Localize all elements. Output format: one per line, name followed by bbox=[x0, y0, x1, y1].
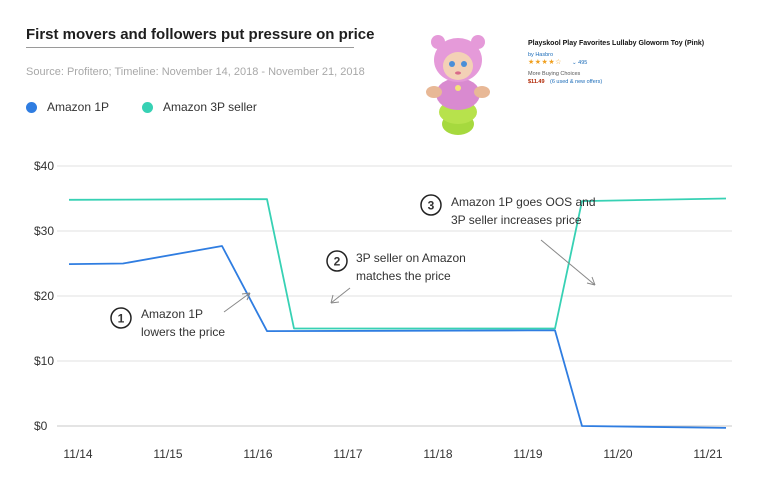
annotation-3-arrow bbox=[540, 239, 596, 286]
annotation-2-number: 2 bbox=[334, 255, 341, 269]
legend-swatch-amazon-3p bbox=[142, 101, 153, 113]
annotation-2: 2 3P seller on Amazon matches the price bbox=[326, 250, 466, 304]
legend-label-amazon-1p: Amazon 1P bbox=[47, 100, 110, 114]
legend-swatch-amazon-1p bbox=[26, 101, 37, 113]
annotation-1-arrowhead bbox=[241, 292, 251, 301]
product-brand-link[interactable]: by Hasbro bbox=[528, 52, 554, 58]
y-tick-label: $10 bbox=[34, 354, 54, 368]
series-line-amazon-3p bbox=[68, 197, 727, 330]
annotation-1: 1 Amazon 1P lowers the price bbox=[110, 292, 251, 339]
annotation-3-marker bbox=[420, 194, 442, 216]
x-tick-label: 11/14 bbox=[63, 447, 92, 461]
review-count-link[interactable]: ⌄ 495 bbox=[572, 60, 588, 66]
more-buying-choices: More Buying Choices bbox=[528, 71, 581, 77]
series-line-amazon-1p bbox=[68, 245, 727, 429]
x-tick-label: 11/17 bbox=[333, 447, 362, 461]
annotation-3-line-2: 3P seller increases price bbox=[451, 213, 582, 227]
y-axis-ticks: $40 $30 $20 $10 $0 bbox=[34, 159, 54, 433]
rating-stars-icon: ★★★★☆ bbox=[528, 59, 562, 66]
x-tick-label: 11/18 bbox=[423, 447, 452, 461]
annotation-2-line-1: 3P seller on Amazon bbox=[356, 251, 466, 265]
legend-item-amazon-1p: Amazon 1P bbox=[26, 100, 109, 114]
annotation-2-arrowhead bbox=[330, 294, 340, 304]
chart-source: Source: Profitero; Timeline: November 14… bbox=[26, 66, 365, 78]
y-tick-label: $30 bbox=[34, 224, 54, 238]
product-title[interactable]: Playskool Play Favorites Lullaby Gloworm… bbox=[528, 40, 705, 47]
annotation-2-line-2: matches the price bbox=[356, 269, 451, 283]
x-tick-label: 11/16 bbox=[243, 447, 272, 461]
product-card: Playskool Play Favorites Lullaby Gloworm… bbox=[408, 32, 748, 142]
y-tick-label: $0 bbox=[34, 419, 48, 433]
x-axis-ticks: 11/14 11/15 11/16 11/17 11/18 11/19 11/2… bbox=[63, 447, 722, 461]
title-underline bbox=[26, 47, 354, 48]
annotation-3-number: 3 bbox=[428, 199, 435, 213]
annotation-1-number: 1 bbox=[118, 312, 125, 326]
y-tick-label: $20 bbox=[34, 289, 54, 303]
x-tick-label: 11/19 bbox=[513, 447, 542, 461]
x-tick-label: 11/21 bbox=[693, 447, 722, 461]
annotation-1-line-1: Amazon 1P bbox=[141, 307, 203, 321]
annotation-1-marker bbox=[110, 307, 132, 329]
annotation-3-line-1: Amazon 1P goes OOS and bbox=[451, 195, 596, 209]
annotation-1-line-2: lowers the price bbox=[141, 325, 225, 339]
grid-lines bbox=[57, 165, 732, 427]
product-price: $11.49 bbox=[528, 79, 545, 85]
legend-label-amazon-3p: Amazon 3P seller bbox=[163, 100, 257, 114]
x-tick-label: 11/20 bbox=[603, 447, 632, 461]
legend-item-amazon-3p: Amazon 3P seller bbox=[142, 100, 257, 114]
chart-title: First movers and followers put pressure … bbox=[26, 26, 375, 43]
y-tick-label: $40 bbox=[34, 159, 54, 173]
series-layer bbox=[68, 197, 727, 429]
annotation-2-marker bbox=[326, 250, 348, 272]
offers-link[interactable]: (6 used & new offers) bbox=[550, 79, 603, 85]
annotation-3: 3 Amazon 1P goes OOS and 3P seller incre… bbox=[420, 194, 596, 286]
annotation-3-arrowhead bbox=[586, 276, 596, 286]
x-tick-label: 11/15 bbox=[153, 447, 182, 461]
annotation-1-arrow bbox=[223, 292, 251, 313]
annotation-2-arrow bbox=[330, 287, 351, 304]
gloworm-toy-image bbox=[426, 35, 490, 135]
